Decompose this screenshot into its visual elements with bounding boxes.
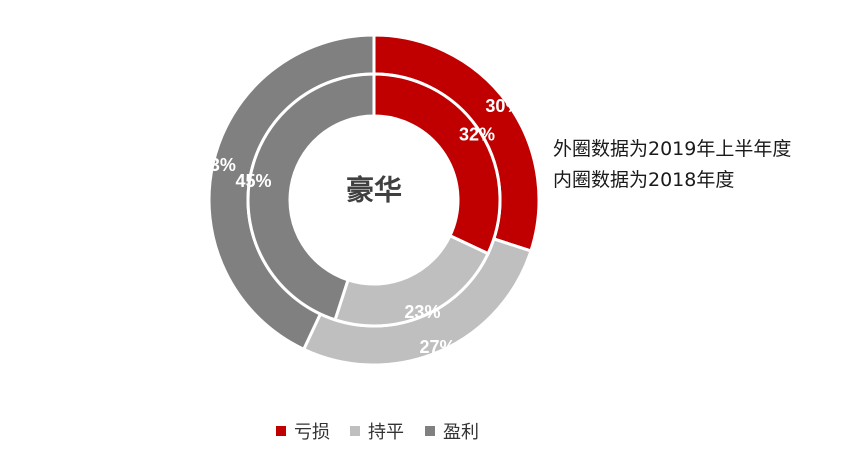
legend-item-loss: 亏损 xyxy=(276,418,330,444)
inner-ring-label-flat: 23% xyxy=(404,302,440,322)
legend-swatch-flat xyxy=(350,426,360,436)
legend-label-flat: 持平 xyxy=(368,422,404,443)
legend-swatch-loss xyxy=(276,426,286,436)
inner-ring-label-loss: 32% xyxy=(459,125,495,145)
inner-ring-slice-loss xyxy=(372,72,502,256)
legend-label-profit: 盈利 xyxy=(443,422,479,443)
inner-ring-slice-profit xyxy=(246,72,376,322)
inner-ring-label-profit: 45% xyxy=(235,171,271,191)
outer-ring-label-flat: 27% xyxy=(420,337,456,357)
legend-label-loss: 亏损 xyxy=(294,422,330,443)
outer-ring-label-profit: 43% xyxy=(200,155,236,175)
legend-item-flat: 持平 xyxy=(350,418,404,444)
outer-ring-label-loss: 30% xyxy=(485,96,521,116)
legend-item-profit: 盈利 xyxy=(425,418,479,444)
inner-ring-note: 内圈数据为2018年度 xyxy=(553,169,735,191)
center-label: 豪华 xyxy=(346,174,402,207)
legend-swatch-profit xyxy=(425,426,435,436)
outer-ring-note: 外圈数据为2019年上半年度 xyxy=(553,138,792,160)
